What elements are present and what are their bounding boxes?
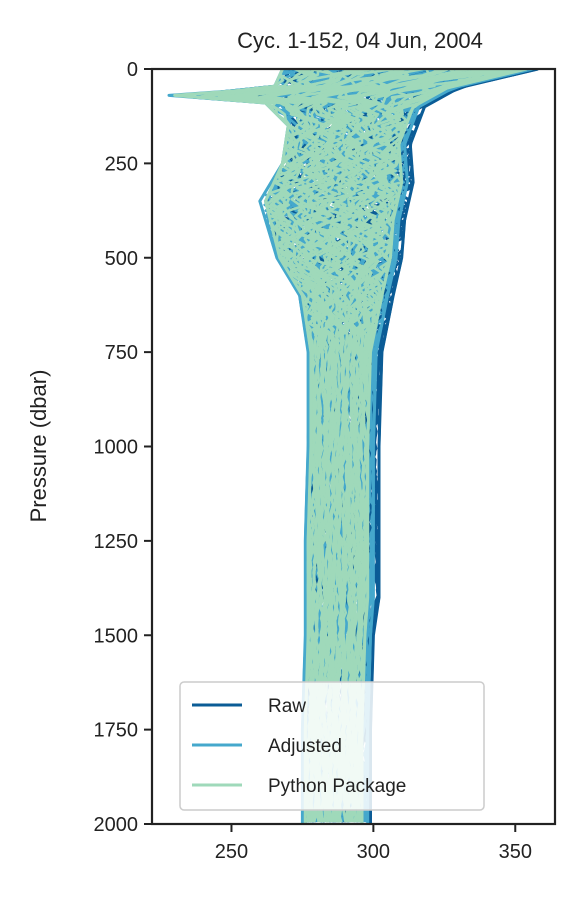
y-tick-label: 0 xyxy=(127,59,138,81)
profile-edge xyxy=(173,69,313,824)
y-tick-label: 750 xyxy=(105,342,138,364)
y-tick-label: 1250 xyxy=(94,531,139,553)
legend-label: Python Package xyxy=(268,776,406,797)
y-tick-label: 1000 xyxy=(94,437,139,459)
y-tick-label: 1500 xyxy=(94,625,139,647)
profile-edge xyxy=(369,69,539,824)
legend-box xyxy=(179,681,485,811)
x-tick-label: 250 xyxy=(215,841,248,863)
legend: Raw Adjusted Python Package xyxy=(179,681,485,811)
legend-label: Adjusted xyxy=(268,736,342,757)
y-tick-label: 2000 xyxy=(94,814,139,836)
y-tick-label: 500 xyxy=(105,248,138,270)
y-tick-label: 1750 xyxy=(94,720,139,742)
x-tick-label: 350 xyxy=(499,841,532,863)
chart-title: Cyc. 1-152, 04 Jun, 2004 xyxy=(237,28,483,53)
y-axis-label: Pressure (dbar) xyxy=(26,370,51,523)
axes: 250 300 350 0 250 500 750 1000 1250 1500 1750 2000 xyxy=(94,59,557,863)
x-tick-label: 300 xyxy=(357,841,390,863)
profile-edge xyxy=(366,69,533,824)
profile-edge xyxy=(360,69,527,824)
y-tick-label: 250 xyxy=(105,153,138,175)
legend-label: Raw xyxy=(268,696,306,717)
